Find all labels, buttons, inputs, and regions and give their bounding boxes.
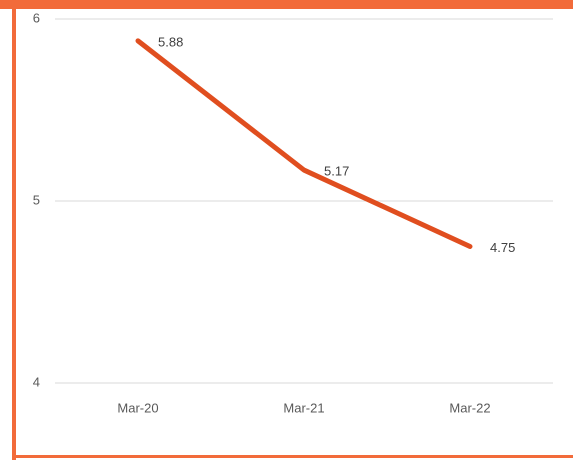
line: [135, 38, 473, 249]
x-tick-label: Mar-20: [117, 400, 158, 415]
y-tick-label: 5: [33, 192, 40, 207]
data-label: 5.17: [324, 163, 349, 178]
x-tick-label: Mar-22: [449, 400, 490, 415]
frame-left: [12, 0, 16, 460]
y-tick-label: 4: [33, 374, 40, 389]
data-label: 4.75: [490, 240, 515, 255]
x-tick-label: Mar-21: [283, 400, 324, 415]
frame-bottom: [12, 455, 573, 458]
data-label: 5.88: [158, 34, 183, 49]
frame-top: [0, 0, 573, 9]
y-tick-label: 6: [33, 10, 40, 25]
